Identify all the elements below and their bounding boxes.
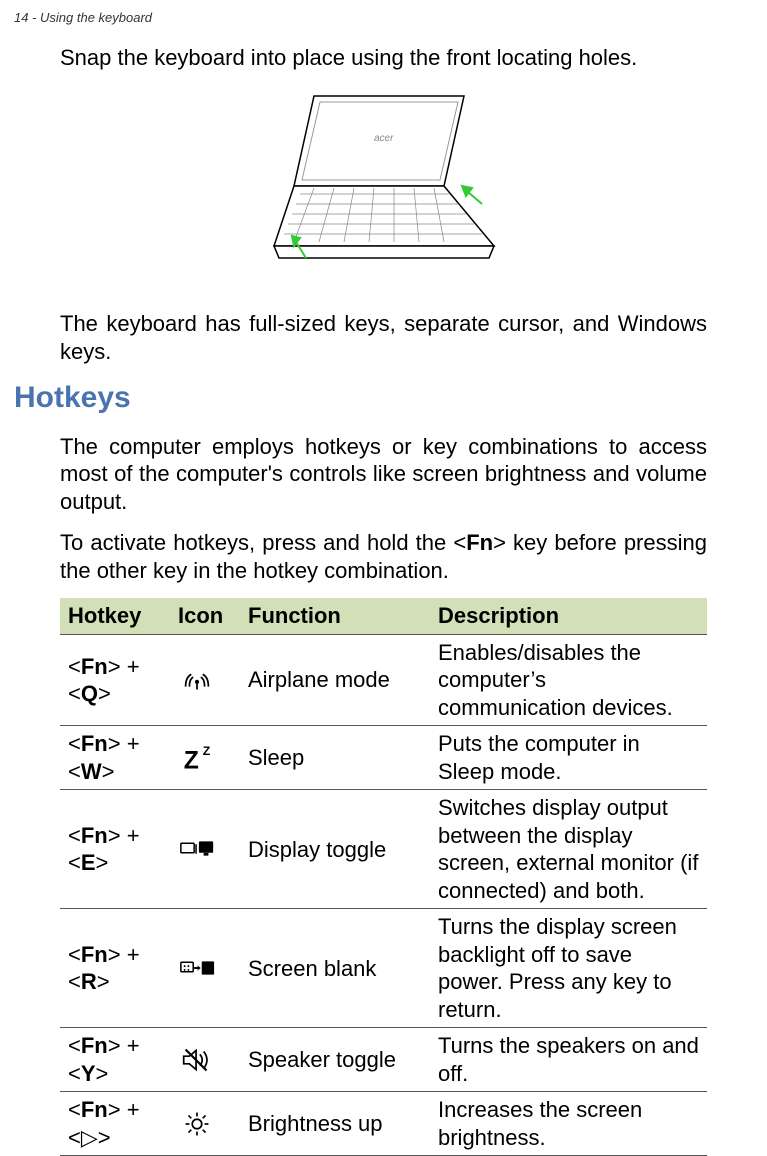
th-hotkey: Hotkey (60, 598, 170, 634)
laptop-illustration: acer (60, 86, 707, 293)
function-cell: Display toggle (240, 790, 430, 909)
hotkey-cell: <Fn> + <E> (60, 790, 170, 909)
hotkey-cell: <Fn> + <W> (60, 726, 170, 790)
intro-text: Snap the keyboard into place using the f… (60, 44, 707, 72)
display-toggle-icon (170, 790, 240, 909)
table-row: <Fn> + <▷> Brightness upIncreases the scr… (60, 1092, 707, 1156)
intro2-fn: Fn (466, 530, 493, 555)
function-cell: Speaker toggle (240, 1028, 430, 1092)
table-row: <Fn> + <Q> Airplane modeEnables/disables … (60, 634, 707, 726)
hotkey-intro-1: The computer employs hotkeys or key comb… (60, 433, 707, 516)
function-cell: Airplane mode (240, 634, 430, 726)
th-icon: Icon (170, 598, 240, 634)
page-header: 14 - Using the keyboard (0, 0, 767, 26)
intro2-prefix: To activate hotkeys, press and hold the … (60, 530, 466, 555)
svg-text:Z: Z (184, 747, 199, 773)
hotkey-cell: <Fn> + <▷> (60, 1092, 170, 1156)
th-function: Function (240, 598, 430, 634)
hotkey-cell: <Fn> + <R> (60, 909, 170, 1028)
hotkeys-heading: Hotkeys (14, 379, 707, 417)
hotkey-cell: <Fn> + <Q> (60, 634, 170, 726)
description-cell: Puts the computer in Sleep mode. (430, 726, 707, 790)
description-cell: Switches display output between the disp… (430, 790, 707, 909)
airplane-icon (170, 634, 240, 726)
screen-blank-icon (170, 909, 240, 1028)
function-cell: Screen blank (240, 909, 430, 1028)
table-row: <Fn> + <Y> Speaker toggleTurns the speake… (60, 1028, 707, 1092)
hotkey-cell: <Fn> + <Y> (60, 1028, 170, 1092)
description-cell: Turns the display screen backlight off t… (430, 909, 707, 1028)
page-content: Snap the keyboard into place using the f… (0, 26, 767, 1156)
speaker-toggle-icon (170, 1028, 240, 1092)
table-row: <Fn> + <E> Display toggleSwitches display… (60, 790, 707, 909)
sleep-icon: ZZ (170, 726, 240, 790)
description-cell: Enables/disables the computer’s communic… (430, 634, 707, 726)
function-cell: Brightness up (240, 1092, 430, 1156)
table-row: <Fn> + <W>ZZSleepPuts the computer in Sl… (60, 726, 707, 790)
hotkeys-table: Hotkey Icon Function Description <Fn> + … (60, 598, 707, 1156)
description-cell: Turns the speakers on and off. (430, 1028, 707, 1092)
after-figure-text: The keyboard has full-sized keys, separa… (60, 310, 707, 365)
brightness-up-icon (170, 1092, 240, 1156)
svg-text:acer: acer (374, 133, 394, 144)
svg-text:Z: Z (203, 744, 211, 758)
th-description: Description (430, 598, 707, 634)
description-cell: Increases the screen brightness. (430, 1092, 707, 1156)
table-row: <Fn> + <R> Screen blankTurns the display … (60, 909, 707, 1028)
function-cell: Sleep (240, 726, 430, 790)
hotkey-intro-2: To activate hotkeys, press and hold the … (60, 529, 707, 584)
table-header-row: Hotkey Icon Function Description (60, 598, 707, 634)
